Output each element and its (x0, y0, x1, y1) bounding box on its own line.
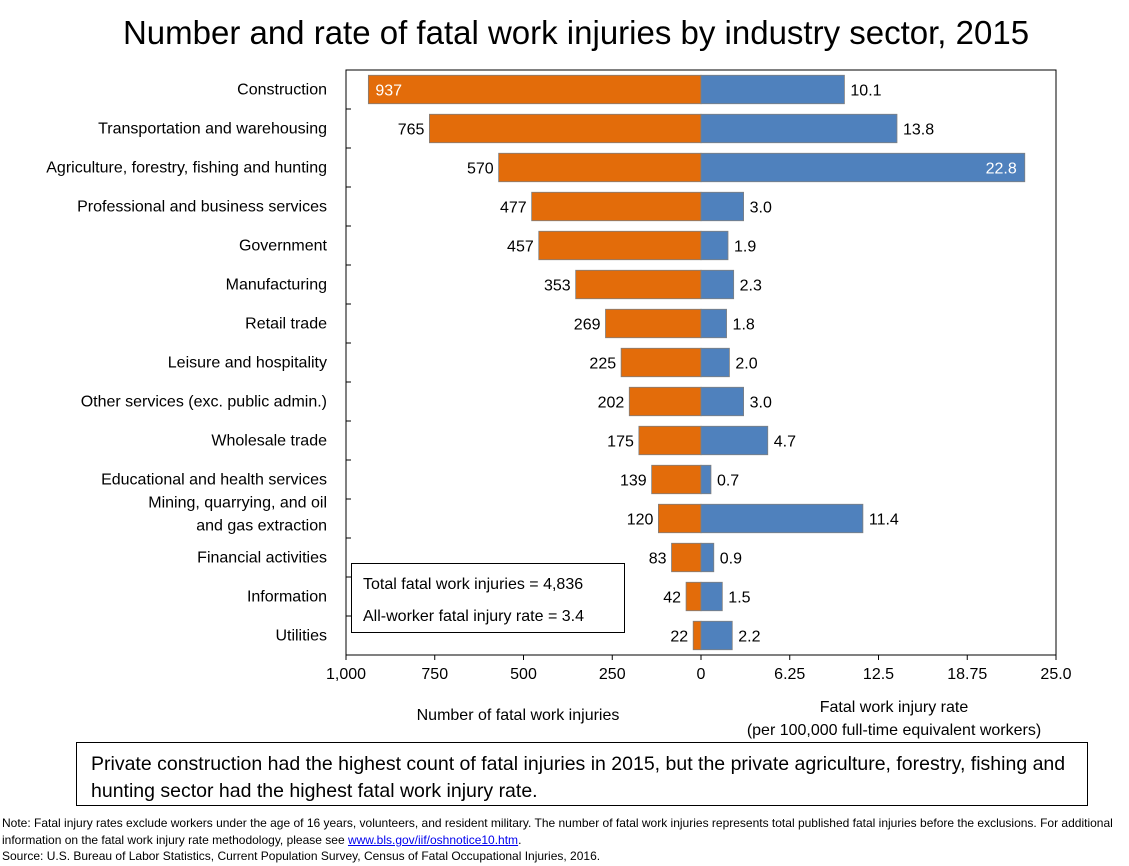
category-label: Wholesale trade (211, 433, 327, 450)
rate-value-label: 2.3 (740, 278, 762, 295)
count-value-label: 22 (670, 629, 688, 646)
note-suffix: . (518, 833, 522, 847)
count-bar (367, 74, 702, 105)
category-label: Agriculture, forestry, fishing and hunti… (46, 160, 327, 177)
rate-value-label: 13.8 (903, 122, 934, 139)
rate-bar (700, 230, 729, 261)
x-tick-label: 12.5 (863, 666, 894, 683)
category-label: Professional and business services (77, 199, 327, 216)
note-text: Note: Fatal injury rates exclude workers… (2, 815, 1122, 849)
total-fatal-injuries-text: Total fatal work injuries = 4,836 (363, 576, 584, 593)
category-label: Utilities (275, 628, 327, 645)
category-label: Mining, quarrying, and oil and gas extrac… (148, 495, 327, 535)
totals-box: Total fatal work injuries = 4,836 All-wo… (351, 563, 625, 633)
rate-bar (700, 425, 769, 456)
rate-bar (700, 386, 744, 417)
count-value-label: 202 (598, 395, 625, 412)
x-axis-label-rate-line2: (per 100,000 full-time equivalent worker… (747, 722, 1041, 739)
count-value-label: 477 (500, 200, 527, 217)
count-value-label: 139 (620, 473, 647, 490)
count-value-label: 765 (398, 122, 425, 139)
x-tick-label: 25.0 (1040, 666, 1071, 683)
x-axis-label-count: Number of fatal work injuries (417, 707, 620, 724)
count-bar (651, 464, 702, 495)
count-value-label: 175 (607, 434, 634, 451)
methodology-link[interactable]: www.bls.gov/iif/oshnotice10.htm (347, 833, 519, 847)
rate-value-label: 2.2 (738, 629, 760, 646)
category-label: Leisure and hospitality (168, 355, 327, 372)
category-label: Government (239, 238, 328, 255)
rate-value-label: 3.0 (750, 395, 772, 412)
count-value-label: 937 (375, 83, 402, 100)
rate-bar (700, 74, 845, 105)
rate-value-label: 2.0 (735, 356, 757, 373)
rate-value-label: 0.7 (717, 473, 739, 490)
count-value-label: 225 (589, 356, 616, 373)
rate-bar (700, 113, 898, 144)
chart-title: Number and rate of fatal work injuries b… (123, 14, 1029, 51)
rate-bar (700, 191, 744, 222)
rate-bar (700, 503, 864, 534)
x-axis-label-rate-line1: Fatal work injury rate (820, 699, 969, 716)
count-bar (620, 347, 702, 378)
count-value-label: 83 (649, 551, 667, 568)
count-bar (638, 425, 702, 456)
count-value-label: 570 (467, 161, 494, 178)
count-value-label: 42 (663, 590, 681, 607)
category-label: Information (247, 589, 327, 606)
x-tick-label: 6.25 (774, 666, 805, 683)
category-label: Other services (exc. public admin.) (81, 394, 327, 411)
count-value-label: 353 (544, 278, 571, 295)
rate-value-label: 1.9 (734, 239, 756, 256)
rate-bar (700, 464, 712, 495)
count-value-label: 269 (574, 317, 601, 334)
count-bar (538, 230, 702, 261)
count-value-label: 120 (627, 512, 654, 529)
count-bar (685, 581, 702, 612)
rate-value-label: 1.8 (733, 317, 755, 334)
count-bar (671, 542, 702, 573)
rate-value-label: 3.0 (750, 200, 772, 217)
rate-bar (700, 581, 723, 612)
rate-value-label: 11.4 (869, 512, 899, 529)
note-prefix: Note: Fatal injury rates exclude workers… (2, 816, 1113, 847)
category-label: Construction (237, 82, 327, 99)
summary-callout: Private construction had the highest cou… (76, 742, 1088, 806)
rate-value-label: 4.7 (774, 434, 796, 451)
rate-bar (700, 542, 715, 573)
category-label: Transportation and warehousing (98, 121, 327, 138)
category-label: Financial activities (197, 550, 327, 567)
count-value-label: 457 (507, 239, 534, 256)
x-tick-label: 500 (510, 666, 537, 683)
count-bar (692, 620, 702, 651)
rate-bar (700, 152, 1026, 183)
rate-bar (700, 269, 735, 300)
x-tick-label: 750 (421, 666, 448, 683)
category-label: Educational and health services (101, 472, 327, 489)
rate-bar (700, 620, 733, 651)
count-bar (658, 503, 702, 534)
rate-value-label: 10.1 (850, 83, 881, 100)
x-tick-label: 1,000 (326, 666, 366, 683)
rate-value-label: 22.8 (986, 161, 1017, 178)
rate-bar (700, 308, 727, 339)
all-worker-rate-text: All-worker fatal injury rate = 3.4 (363, 608, 584, 625)
x-tick-label: 18.75 (947, 666, 987, 683)
category-label: Retail trade (245, 316, 327, 333)
source-text: Source: U.S. Bureau of Labor Statistics,… (2, 849, 601, 863)
count-bar (628, 386, 702, 417)
count-bar (531, 191, 702, 222)
x-tick-label: 250 (599, 666, 626, 683)
count-bar (498, 152, 702, 183)
category-label: Manufacturing (226, 277, 327, 294)
rate-value-label: 1.5 (728, 590, 750, 607)
count-bar (575, 269, 702, 300)
count-bar (605, 308, 702, 339)
rate-value-label: 0.9 (720, 551, 742, 568)
count-bar (429, 113, 702, 144)
rate-bar (700, 347, 730, 378)
x-tick-label: 0 (697, 666, 706, 683)
